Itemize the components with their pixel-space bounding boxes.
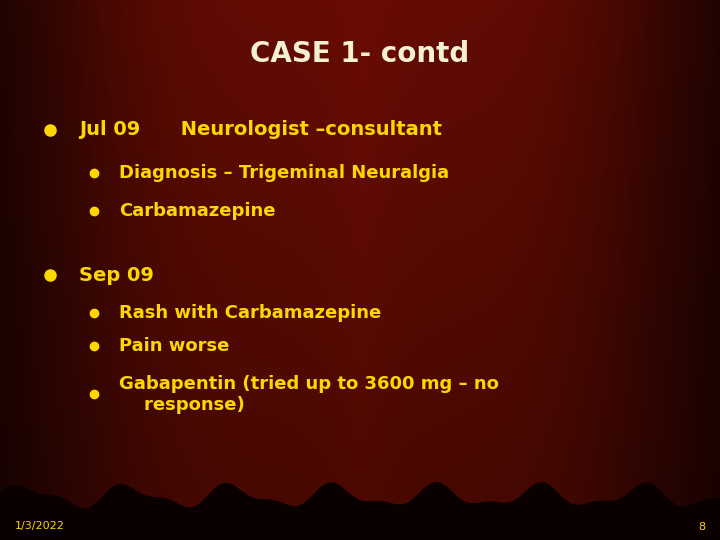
Text: Pain worse: Pain worse — [119, 336, 229, 355]
Text: CASE 1- contd: CASE 1- contd — [251, 40, 469, 68]
Text: Diagnosis – Trigeminal Neuralgia: Diagnosis – Trigeminal Neuralgia — [119, 164, 449, 182]
Text: 1/3/2022: 1/3/2022 — [14, 522, 64, 531]
Text: Sep 09: Sep 09 — [79, 266, 154, 285]
Text: Rash with Carbamazepine: Rash with Carbamazepine — [119, 304, 381, 322]
Text: 8: 8 — [698, 522, 706, 531]
Text: Gabapentin (tried up to 3600 mg – no
    response): Gabapentin (tried up to 3600 mg – no res… — [119, 375, 499, 414]
Text: Jul 09      Neurologist –consultant: Jul 09 Neurologist –consultant — [79, 120, 442, 139]
Text: Carbamazepine: Carbamazepine — [119, 201, 275, 220]
